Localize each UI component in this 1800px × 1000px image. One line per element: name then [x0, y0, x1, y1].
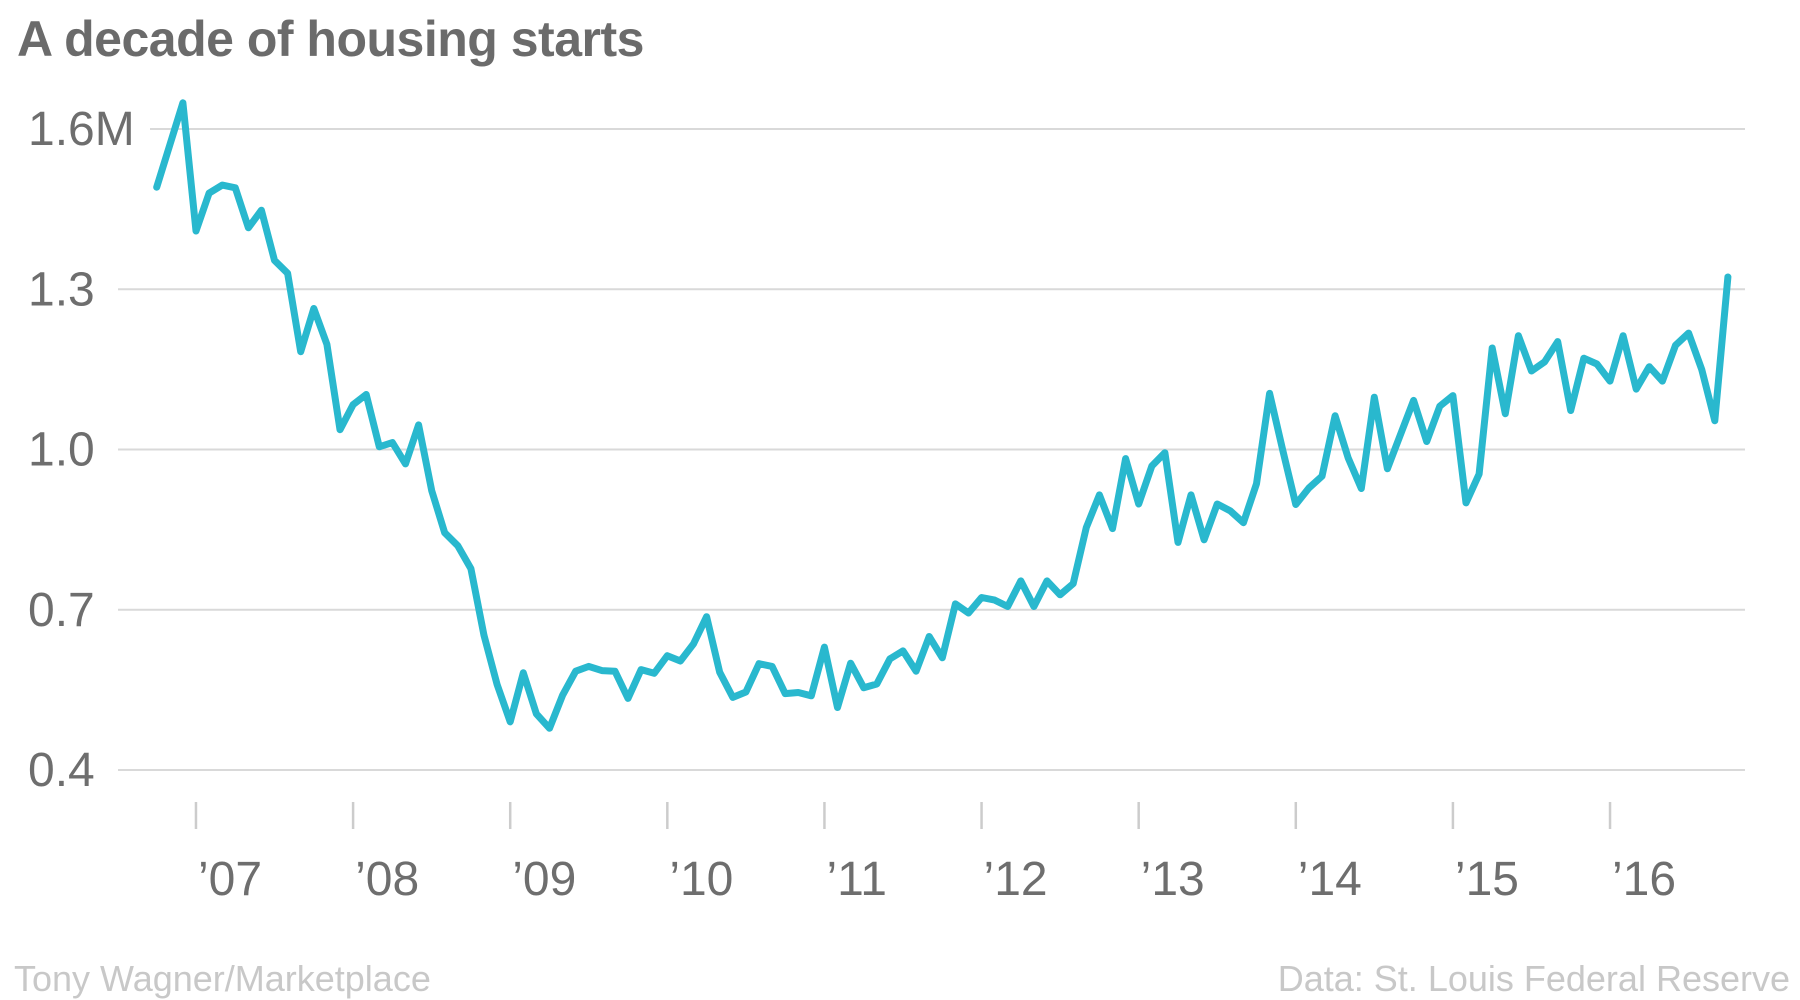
y-axis-label: 0.7 [28, 584, 95, 637]
x-axis-label: ’16 [1612, 853, 1676, 906]
y-axis-label: 0.4 [28, 744, 95, 797]
credit-text: Tony Wagner/Marketplace [14, 958, 431, 999]
x-axis-label: ’07 [198, 853, 262, 906]
x-axis-label: ’09 [512, 853, 576, 906]
y-axis-label: 1.6M [28, 103, 135, 156]
x-axis-label: ’08 [355, 853, 419, 906]
y-axis-label: 1.3 [28, 263, 95, 316]
x-axis-label: ’10 [669, 853, 733, 906]
x-axis-label: ’11 [826, 853, 887, 906]
x-axis-label: ’13 [1141, 853, 1205, 906]
source-text: Data: St. Louis Federal Reserve [1277, 958, 1790, 999]
chart-title: A decade of housing starts [17, 11, 644, 67]
x-axis-label: ’12 [984, 853, 1048, 906]
y-axis-label: 1.0 [28, 424, 95, 477]
housing-starts-line [153, 99, 1732, 732]
x-axis-label: ’14 [1298, 853, 1362, 906]
x-axis-label: ’15 [1455, 853, 1519, 906]
